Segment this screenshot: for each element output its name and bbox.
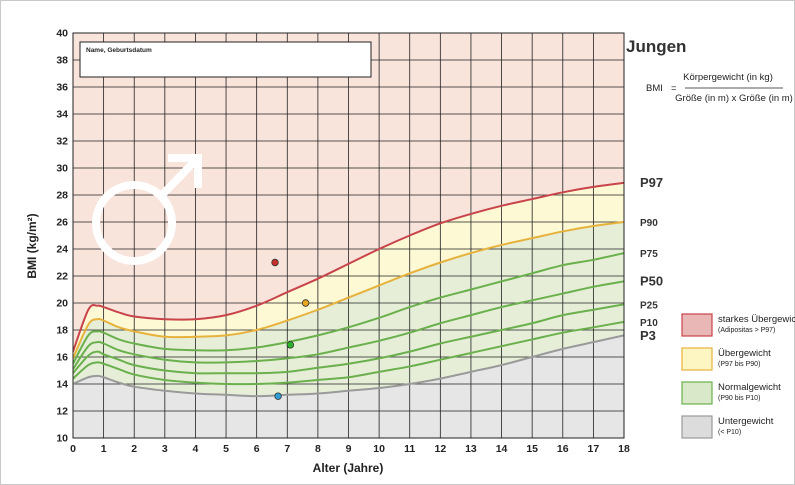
x-tick-labels: 0 1 2 3 4 5 6 7 8 9 10 11 12 13 14 15 16 17 18 (70, 443, 630, 455)
y-tick-label: 40 (56, 28, 68, 40)
legend: starkes Übergewicht (Adipositas > P97) Übe… (681, 313, 795, 439)
y-tick-label: 14 (56, 379, 68, 391)
legend-label: Normalgewicht (718, 382, 781, 393)
y-tick-label: 18 (56, 325, 68, 337)
curve-p10 (73, 320, 624, 386)
curve-p90 (73, 221, 624, 359)
legend-sublabel: (< P10) (718, 429, 741, 436)
curve-p25 (73, 303, 624, 375)
x-tick-label: 1 (101, 443, 107, 455)
y-tick-label: 10 (56, 433, 68, 445)
percentile-curves (73, 181, 624, 398)
legend-item-over: Übergewicht (P97 bis P90) (681, 347, 771, 371)
x-tick-label: 8 (315, 443, 321, 455)
legend-sublabel: (P97 bis P90) (718, 361, 760, 368)
x-tick-label: 15 (526, 443, 538, 455)
x-tick-label: 18 (618, 443, 630, 455)
curve-p3 (73, 334, 624, 398)
curve-p50 (73, 280, 624, 370)
legend-swatch (681, 313, 713, 337)
y-tick-label: 34 (56, 109, 68, 121)
x-axis-title: Alter (Jahre) (313, 461, 384, 475)
formula-equals: = (671, 83, 677, 94)
y-tick-label: 30 (56, 163, 68, 175)
y-axis-title: BMI (kg/m²) (25, 213, 39, 278)
x-tick-label: 13 (465, 443, 477, 455)
y-tick-label: 38 (56, 55, 68, 67)
bmi-formula: BMI = Körpergewicht (in kg) Größe (in m)… (646, 72, 793, 104)
data-points (271, 258, 310, 400)
formula-lhs: BMI (646, 83, 663, 94)
chart-title: Jungen (626, 37, 686, 56)
percentile-label-p97: P97 (640, 175, 663, 190)
legend-item-under: Untergewicht (< P10) (681, 415, 774, 439)
x-tick-label: 11 (404, 443, 415, 455)
y-tick-labels: 10 12 14 16 18 20 22 24 26 28 30 32 34 36 38 40 (56, 28, 68, 445)
y-tick-label: 12 (56, 406, 68, 418)
curve-p97 (73, 181, 624, 352)
plot-border (72, 32, 625, 439)
curve-p75 (73, 252, 624, 365)
x-tick-label: 6 (254, 443, 260, 455)
formula-numerator: Körpergewicht (in kg) (683, 72, 773, 83)
y-tick-label: 26 (56, 217, 68, 229)
name-box-label: Name, Geburtsdatum (86, 47, 152, 54)
percentile-label-p50: P50 (640, 273, 663, 288)
legend-sublabel: (P90 bis P10) (718, 395, 760, 402)
x-tick-label: 10 (373, 443, 385, 455)
y-tick-label: 20 (56, 298, 68, 310)
legend-sublabel: (Adipositas > P97) (718, 327, 775, 334)
percentile-label-p10: P10 (640, 318, 658, 329)
y-tick-label: 22 (56, 271, 68, 283)
legend-label: starkes Übergewicht (718, 314, 795, 325)
legend-item-normal: Normalgewicht (P90 bis P10) (681, 381, 781, 405)
x-tick-label: 14 (496, 443, 508, 455)
y-tick-label: 36 (56, 82, 68, 94)
percentile-label-p90: P90 (640, 218, 658, 229)
x-tick-label: 9 (346, 443, 352, 455)
percentile-label-p25: P25 (640, 300, 658, 311)
male-symbol-icon (92, 154, 202, 265)
legend-item-strong: starkes Übergewicht (Adipositas > P97) (681, 313, 795, 337)
x-tick-label: 12 (434, 443, 446, 455)
legend-swatch (681, 381, 713, 405)
y-tick-label: 24 (56, 244, 68, 256)
grid (72, 32, 625, 439)
legend-swatch (681, 347, 713, 371)
data-point (301, 299, 310, 307)
band-underweight (73, 335, 624, 438)
legend-label: Untergewicht (718, 416, 774, 427)
y-tick-label: 16 (56, 352, 68, 364)
data-point (274, 392, 282, 400)
percentile-label-p75: P75 (640, 249, 658, 260)
x-tick-label: 17 (588, 443, 600, 455)
percentile-label-p3: P3 (640, 328, 656, 343)
legend-label: Übergewicht (718, 348, 771, 359)
x-tick-label: 0 (70, 443, 76, 455)
x-tick-label: 2 (131, 443, 137, 455)
x-tick-label: 7 (284, 443, 290, 455)
formula-denominator: Größe (in m) x Größe (in m) (675, 93, 793, 104)
y-tick-label: 32 (56, 136, 68, 148)
name-box[interactable]: Name, Geburtsdatum (79, 41, 372, 78)
y-tick-label: 28 (56, 190, 68, 202)
data-point (286, 341, 295, 349)
x-tick-label: 16 (557, 443, 569, 455)
data-point (271, 258, 279, 267)
x-tick-label: 4 (193, 443, 199, 455)
x-tick-label: 3 (162, 443, 168, 455)
legend-swatch (681, 415, 713, 439)
x-tick-label: 5 (223, 443, 229, 455)
